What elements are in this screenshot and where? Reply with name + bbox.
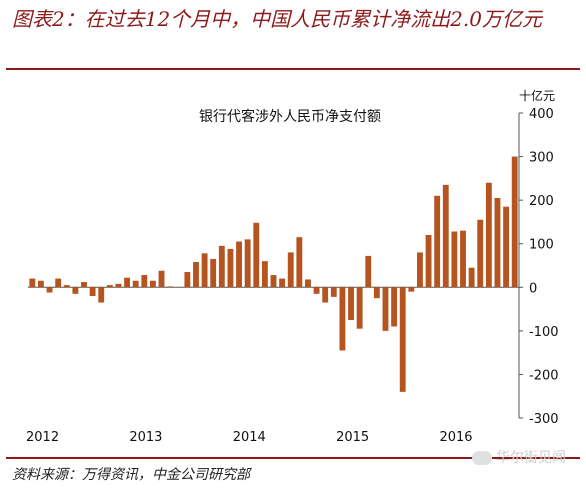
bar bbox=[503, 206, 510, 288]
bar bbox=[485, 182, 492, 288]
bar bbox=[29, 278, 36, 288]
watermark: 华尔街见闻 bbox=[472, 447, 566, 467]
bar bbox=[270, 275, 277, 288]
bar bbox=[37, 280, 44, 288]
y-axis-unit: 十亿元 bbox=[519, 88, 555, 103]
bar bbox=[55, 278, 62, 288]
bar bbox=[313, 287, 320, 294]
bar bbox=[132, 280, 139, 288]
bar bbox=[417, 252, 423, 288]
x-year-label: 2015 bbox=[336, 430, 369, 445]
x-year-label: 2016 bbox=[439, 430, 472, 445]
bar bbox=[287, 252, 294, 288]
bar bbox=[227, 248, 234, 288]
bar bbox=[442, 184, 449, 288]
bar bbox=[382, 287, 389, 331]
watermark-text: 华尔街见闻 bbox=[496, 450, 566, 466]
bar bbox=[296, 237, 303, 288]
bar bbox=[98, 287, 105, 303]
y-tick-label: 300 bbox=[529, 151, 554, 166]
x-year-label: 2014 bbox=[233, 430, 266, 445]
y-tick-label: 0 bbox=[529, 281, 537, 296]
bar bbox=[210, 258, 217, 288]
y-tick-label: -100 bbox=[529, 325, 559, 340]
wechat-icon bbox=[472, 451, 492, 465]
bar bbox=[391, 287, 398, 327]
bar bbox=[348, 287, 354, 320]
x-year-label: 2012 bbox=[26, 430, 59, 445]
bar bbox=[253, 222, 260, 288]
bar bbox=[201, 253, 208, 288]
bar bbox=[322, 287, 329, 303]
footer-divider bbox=[6, 457, 580, 459]
title-divider bbox=[6, 68, 580, 70]
bar bbox=[184, 272, 191, 288]
bar bbox=[218, 245, 225, 288]
bar bbox=[115, 283, 122, 288]
bar bbox=[167, 286, 174, 288]
bar bbox=[468, 267, 475, 288]
bar bbox=[141, 275, 148, 288]
bar bbox=[399, 287, 406, 392]
y-tick-label: 400 bbox=[529, 107, 554, 122]
bar bbox=[356, 287, 363, 329]
bar bbox=[451, 231, 458, 288]
y-tick-label: 200 bbox=[529, 194, 554, 209]
figure-title: 图表2：在过去12个月中，中国人民币累计净流出2.0万亿元 bbox=[12, 7, 542, 31]
y-tick-label: -300 bbox=[529, 412, 559, 427]
y-tick-label: -200 bbox=[529, 368, 559, 383]
bar bbox=[494, 197, 501, 288]
y-tick-label: 100 bbox=[529, 238, 554, 253]
bar bbox=[124, 277, 130, 288]
bar bbox=[158, 270, 165, 288]
bar bbox=[279, 278, 286, 288]
source-note: 资料来源：万得资讯，中金公司研究部 bbox=[12, 467, 250, 483]
bar bbox=[193, 262, 199, 288]
bar bbox=[425, 235, 432, 288]
bar bbox=[149, 280, 156, 288]
bar bbox=[46, 287, 53, 293]
chart-title: 银行代客涉外人民币净支付额 bbox=[199, 108, 381, 125]
bar bbox=[106, 285, 113, 288]
bar bbox=[89, 287, 96, 296]
bar bbox=[63, 285, 70, 288]
x-year-label: 2013 bbox=[129, 430, 162, 445]
bar bbox=[460, 230, 466, 288]
bar bbox=[408, 287, 415, 292]
bar bbox=[434, 195, 441, 288]
bar bbox=[244, 239, 251, 288]
bar bbox=[511, 156, 518, 288]
bar bbox=[477, 219, 484, 288]
bar bbox=[330, 287, 337, 297]
bar bbox=[373, 287, 380, 299]
bar bbox=[81, 282, 87, 288]
bar bbox=[339, 287, 346, 351]
bar bbox=[305, 279, 311, 288]
bar bbox=[236, 241, 242, 288]
bar bbox=[72, 287, 79, 294]
bar bbox=[261, 261, 268, 288]
bar bbox=[365, 255, 372, 288]
